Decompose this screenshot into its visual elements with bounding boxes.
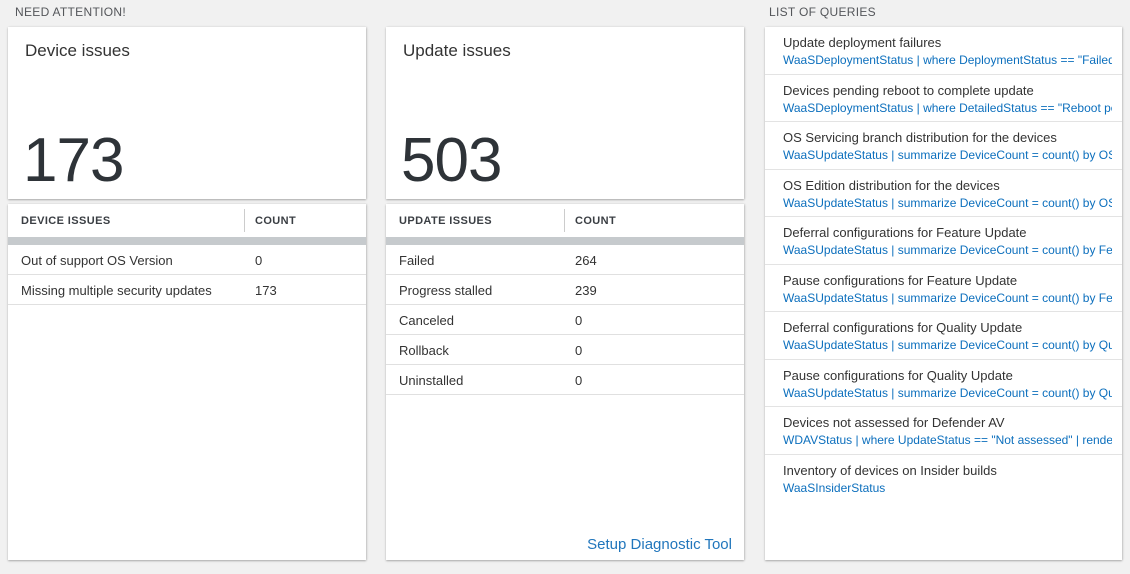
row-count: 0 [255, 253, 263, 268]
query-title: Deferral configurations for Feature Upda… [783, 225, 1027, 240]
row-count: 264 [575, 253, 597, 268]
row-count: 0 [575, 373, 583, 388]
query-title: Inventory of devices on Insider builds [783, 462, 997, 478]
update-issues-table-card: UPDATE ISSUES COUNT Failed 264 Progress … [386, 204, 744, 560]
update-issues-count-col-header: COUNT [575, 215, 617, 227]
query-text: WaaSUpdateStatus | summarize DeviceCount… [783, 148, 1112, 162]
setup-diagnostic-tool-link[interactable]: Setup Diagnostic Tool [587, 536, 732, 553]
table-row[interactable]: Uninstalled 0 [386, 365, 744, 395]
query-title: Deferral configurations for Quality Upda… [783, 320, 1023, 335]
row-label: Out of support OS Version [21, 253, 173, 268]
query-item[interactable]: Pause configurations for Feature Update … [765, 265, 1122, 312]
row-label: Failed [399, 253, 435, 268]
query-text: WaaSUpdateStatus | summarize DeviceCount… [783, 243, 1112, 257]
row-label: Progress stalled [399, 283, 493, 298]
table-row[interactable]: Failed 264 [386, 245, 744, 275]
need-attention-section-label: NEED ATTENTION! [15, 5, 126, 19]
query-item[interactable]: Devices pending reboot to complete updat… [765, 75, 1122, 122]
device-issues-table-header: DEVICE ISSUES COUNT [8, 204, 366, 237]
device-issues-tile-title: Device issues [25, 41, 130, 60]
table-row[interactable]: Rollback 0 [386, 335, 744, 365]
update-issues-col-header: UPDATE ISSUES [399, 215, 493, 227]
table-row[interactable]: Canceled 0 [386, 305, 744, 335]
row-label: Missing multiple security updates [21, 283, 212, 298]
update-issues-table-rows: Failed 264 Progress stalled 239 Canceled… [386, 245, 744, 395]
query-item[interactable]: Update deployment failures WaaSDeploymen… [765, 27, 1122, 75]
row-label: Uninstalled [399, 373, 464, 388]
query-title: Pause configurations for Quality Update [783, 367, 1013, 383]
table-row[interactable]: Out of support OS Version 0 [8, 245, 366, 275]
query-text: WaaSUpdateStatus | summarize DeviceCount… [783, 290, 1112, 305]
list-of-queries-section-label: LIST OF QUERIES [769, 5, 876, 19]
query-title: Devices pending reboot to complete updat… [783, 82, 1034, 98]
row-count: 173 [255, 283, 277, 298]
list-of-queries-panel: Update deployment failures WaaSDeploymen… [765, 27, 1122, 560]
query-item[interactable]: OS Servicing branch distribution for the… [765, 122, 1122, 170]
query-item[interactable]: Pause configurations for Quality Update … [765, 360, 1122, 407]
query-item[interactable]: Devices not assessed for Defender AV WDA… [765, 407, 1122, 455]
update-issues-table-scrollbar[interactable] [386, 237, 744, 245]
row-count: 0 [575, 343, 583, 358]
query-title: OS Servicing branch distribution for the… [783, 130, 1057, 145]
device-issues-tile[interactable]: Device issues 173 [8, 27, 366, 199]
device-issues-col-header: DEVICE ISSUES [21, 215, 111, 227]
device-issues-count-number: 173 [23, 126, 124, 195]
update-issues-table-header: UPDATE ISSUES COUNT [386, 204, 744, 237]
header-column-divider [564, 209, 565, 232]
query-text: WaaSUpdateStatus | summarize DeviceCount… [783, 195, 1112, 210]
query-title: OS Edition distribution for the devices [783, 177, 1000, 193]
header-column-divider [244, 209, 245, 232]
query-text: WaaSUpdateStatus | summarize DeviceCount… [783, 338, 1112, 352]
query-text: WaaSDeploymentStatus | where DeploymentS… [783, 53, 1112, 67]
row-label: Canceled [399, 313, 454, 328]
query-text: WaaSDeploymentStatus | where DetailedSta… [783, 100, 1112, 115]
device-issues-table-card: DEVICE ISSUES COUNT Out of support OS Ve… [8, 204, 366, 560]
query-title: Devices not assessed for Defender AV [783, 415, 1005, 430]
update-issues-count-number: 503 [401, 126, 502, 195]
query-title: Pause configurations for Feature Update [783, 272, 1018, 288]
device-issues-count-col-header: COUNT [255, 215, 297, 227]
query-text: WaaSInsiderStatus [783, 480, 886, 495]
table-row[interactable]: Progress stalled 239 [386, 275, 744, 305]
table-row[interactable]: Missing multiple security updates 173 [8, 275, 366, 305]
query-item[interactable]: OS Edition distribution for the devices … [765, 170, 1122, 217]
row-label: Rollback [399, 343, 449, 358]
row-count: 0 [575, 313, 583, 328]
device-issues-table-rows: Out of support OS Version 0 Missing mult… [8, 245, 366, 305]
query-item[interactable]: Deferral configurations for Feature Upda… [765, 217, 1122, 265]
query-text: WaaSUpdateStatus | summarize DeviceCount… [783, 385, 1112, 400]
query-text: WDAVStatus | where UpdateStatus == "Not … [783, 433, 1112, 447]
update-issues-tile[interactable]: Update issues 503 [386, 27, 744, 199]
query-title: Update deployment failures [783, 35, 942, 50]
query-item[interactable]: Deferral configurations for Quality Upda… [765, 312, 1122, 360]
device-issues-table-scrollbar[interactable] [8, 237, 366, 245]
update-issues-tile-title: Update issues [403, 41, 511, 60]
row-count: 239 [575, 283, 597, 298]
query-item[interactable]: Inventory of devices on Insider builds W… [765, 455, 1122, 503]
